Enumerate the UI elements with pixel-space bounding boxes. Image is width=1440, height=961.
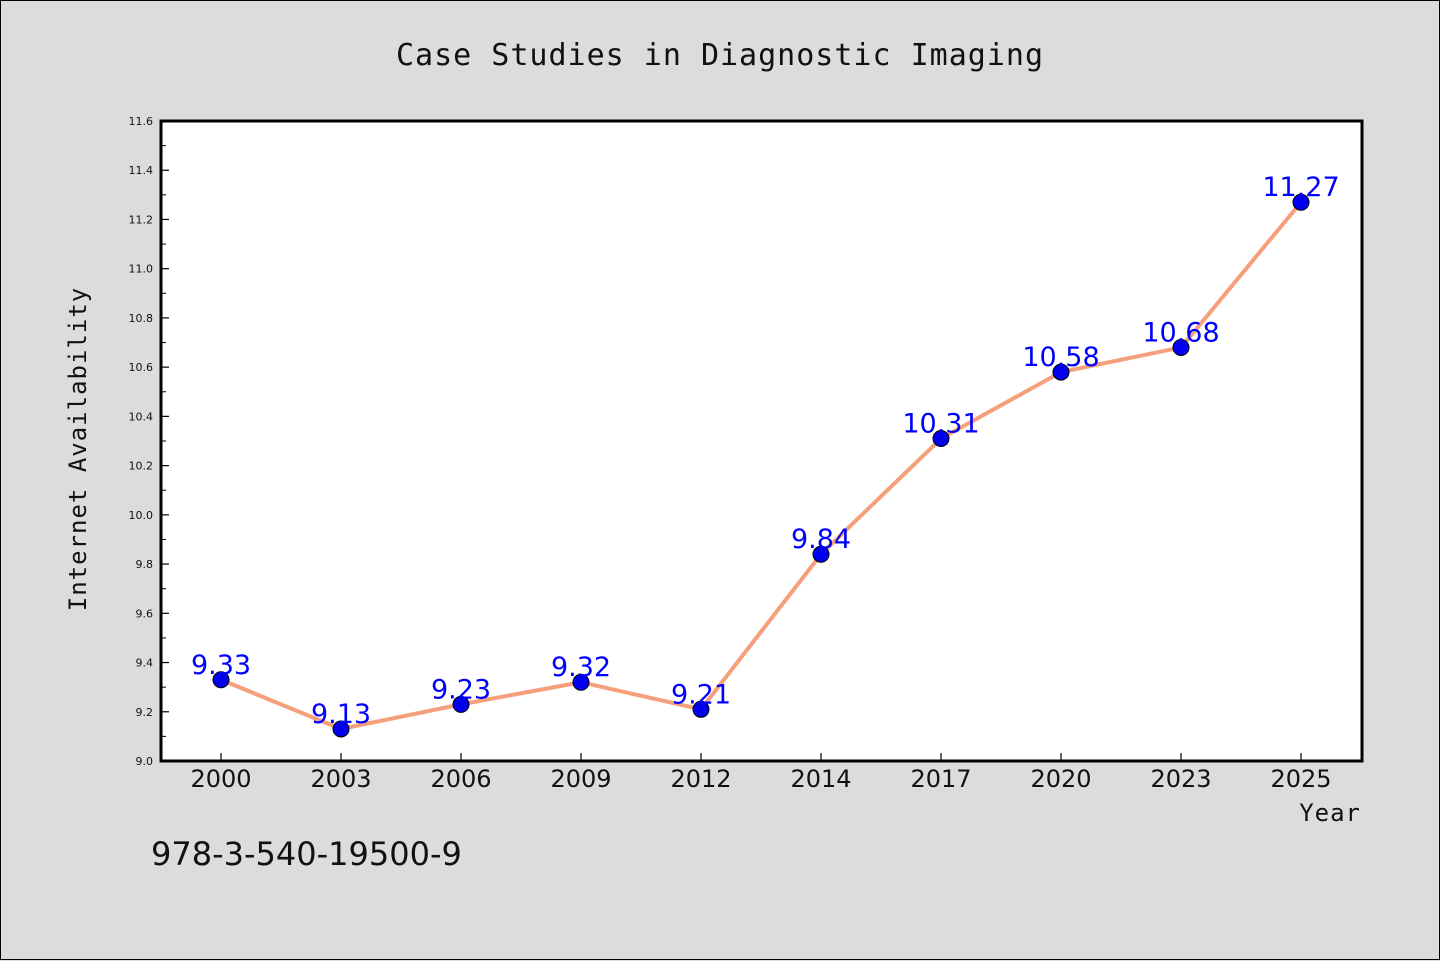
x-tick-label: 2020 xyxy=(1030,765,1091,793)
x-axis-title: Year xyxy=(1299,799,1361,827)
data-point xyxy=(692,700,710,718)
y-tick-label: 9.8 xyxy=(136,558,154,571)
data-point xyxy=(452,695,470,713)
chart-title: Case Studies in Diagnostic Imaging xyxy=(396,38,1044,73)
data-label: 10.58 xyxy=(1022,342,1099,373)
x-tick-label: 2000 xyxy=(190,765,251,793)
y-tick-label: 10.4 xyxy=(129,410,154,423)
data-point xyxy=(1052,363,1070,381)
data-label: 10.31 xyxy=(902,409,979,440)
x-tick-label: 2023 xyxy=(1150,765,1211,793)
data-point xyxy=(932,430,950,448)
data-label: 9.32 xyxy=(551,652,611,683)
data-label: 9.21 xyxy=(671,679,731,710)
y-axis: 9.0 9.2 9.4 9.6 9.8 10.0 10.2 10.4 10.6 10.8 11.0 1… xyxy=(129,115,169,768)
y-tick-label: 10.6 xyxy=(129,361,154,374)
y-axis-title: Internet Availability xyxy=(64,287,92,611)
y-tick-label: 9.6 xyxy=(136,607,154,620)
x-tick-label: 2017 xyxy=(910,765,971,793)
y-tick-label: 11.4 xyxy=(129,164,154,177)
y-tick-label: 10.8 xyxy=(129,312,154,325)
plot-area xyxy=(159,119,1364,763)
x-tick-label: 2012 xyxy=(670,765,731,793)
x-axis: 2000 2003 2006 2009 2012 2014 2017 2020 2023 2025 xyxy=(190,753,1332,793)
data-point xyxy=(212,671,230,689)
series-line xyxy=(220,200,1303,731)
y-tick-label: 10.0 xyxy=(129,509,154,522)
y-tick-label: 9.4 xyxy=(136,657,154,670)
y-tick-label: 9.2 xyxy=(136,706,154,719)
isbn-text: 978-3-540-19500-9 xyxy=(151,835,462,873)
data-label: 9.23 xyxy=(431,674,491,705)
x-tick-label: 2009 xyxy=(550,765,611,793)
y-tick-label: 9.0 xyxy=(136,755,154,768)
data-label: 9.84 xyxy=(791,524,851,555)
x-tick-label: 2006 xyxy=(430,765,491,793)
y-tick-label: 11.2 xyxy=(129,213,154,226)
x-tick-label: 2014 xyxy=(790,765,851,793)
data-label: 9.33 xyxy=(191,650,251,681)
y-tick-label: 11.6 xyxy=(129,115,154,128)
y-tick-label: 11.0 xyxy=(129,263,154,276)
data-label: 10.68 xyxy=(1142,317,1219,348)
series-layer: 9.33 9.13 9.23 9.32 9.21 9.84 10.31 10.58 10.68 1… xyxy=(191,172,1340,738)
x-tick-label: 2003 xyxy=(310,765,371,793)
data-point xyxy=(332,720,350,738)
y-tick-label: 10.2 xyxy=(129,460,154,473)
data-point xyxy=(1292,193,1310,211)
x-tick-label: 2025 xyxy=(1270,765,1331,793)
data-point xyxy=(812,545,830,563)
data-point xyxy=(1172,338,1190,356)
data-label: 9.13 xyxy=(311,699,371,730)
data-label: 11.27 xyxy=(1262,172,1339,203)
data-point xyxy=(572,673,590,691)
